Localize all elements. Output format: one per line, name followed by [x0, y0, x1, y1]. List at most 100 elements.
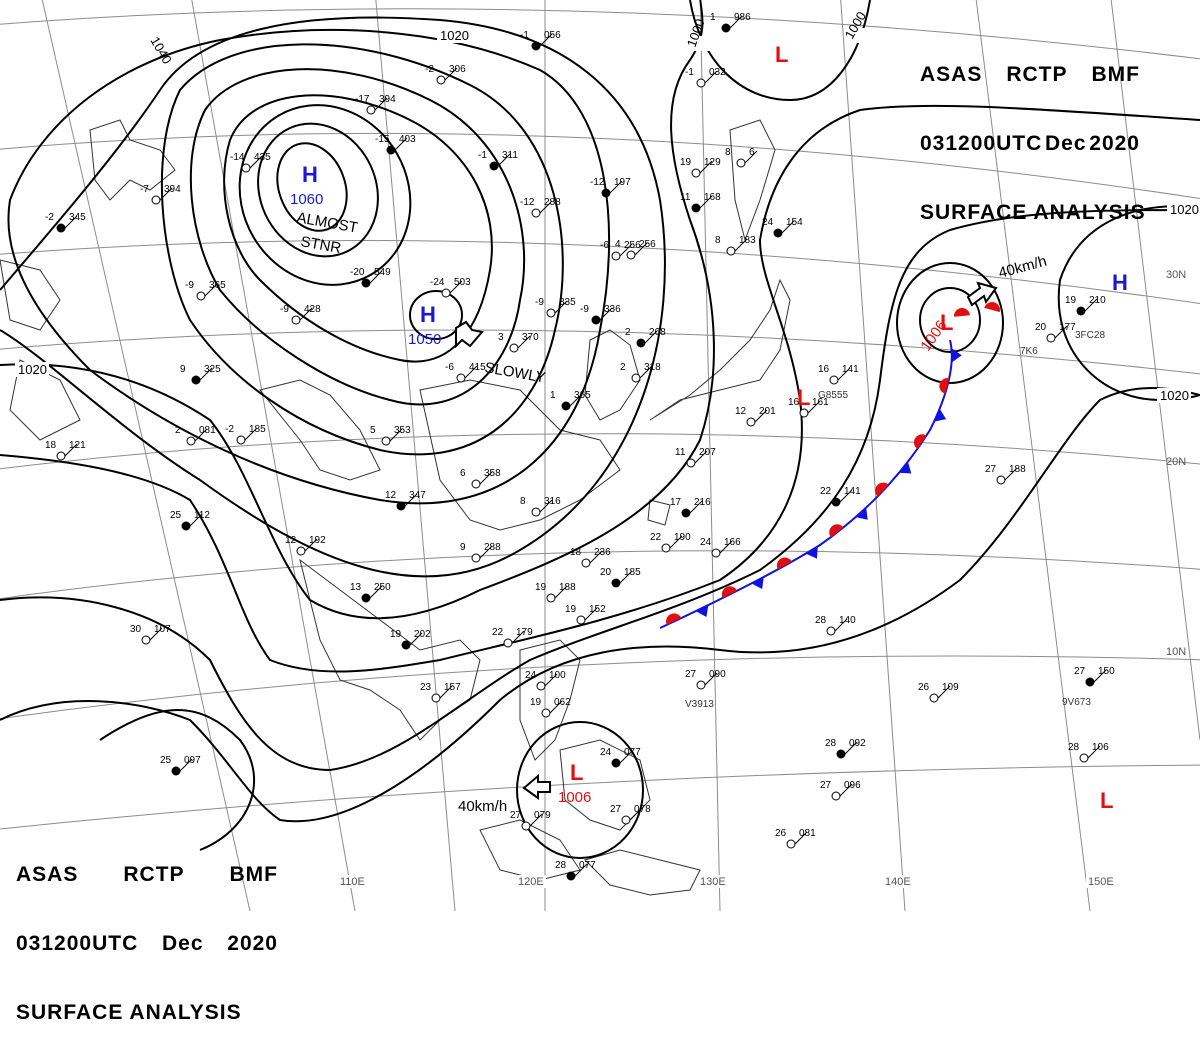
station-temperature: 4 — [615, 239, 621, 250]
station-circle — [441, 288, 451, 298]
station-pressure: 250 — [374, 582, 391, 593]
station-circle — [831, 791, 841, 801]
wind-barb — [1093, 669, 1107, 683]
wind-barb — [539, 499, 553, 513]
station-pressure: 318 — [644, 362, 661, 373]
station-temperature: 25 — [170, 510, 182, 521]
wind-barb — [304, 538, 318, 552]
cold-front-symbol — [855, 507, 868, 520]
wind-barb — [744, 150, 758, 164]
station-pressure: 106 — [1092, 742, 1109, 753]
wind-barb — [837, 367, 851, 381]
wind-barb — [189, 513, 203, 527]
station-circle — [746, 417, 756, 427]
station-circle — [431, 693, 441, 703]
station-pressure: 6 — [749, 147, 755, 158]
station-circle — [141, 635, 151, 645]
station-temperature: -9 — [280, 304, 289, 315]
station-temperature: 24 — [700, 537, 712, 548]
station-plot: 2 081 — [175, 425, 216, 446]
station-plot: 11 207 — [675, 447, 716, 468]
station-temperature: 28 — [825, 738, 837, 749]
station-pressure: 325 — [204, 364, 221, 375]
cold-front-symbol — [751, 576, 764, 590]
station-plot: 28 106 — [1068, 742, 1109, 763]
station-pressure: 201 — [759, 406, 776, 417]
station-circle — [531, 41, 541, 51]
warm-front-semicircle — [666, 613, 682, 625]
station-circle — [56, 451, 66, 461]
wind-barb — [704, 70, 718, 84]
station-plot: 27 188 — [985, 464, 1026, 485]
isobar-label-bg — [1167, 202, 1200, 217]
station-temperature: 19 — [535, 582, 547, 593]
wind-barb — [444, 67, 458, 81]
station-plot: 22 190 — [650, 532, 691, 553]
wind-barb — [389, 428, 403, 442]
wind-barb — [199, 367, 213, 381]
wind-barb — [569, 393, 583, 407]
station-pressure: 032 — [709, 67, 726, 78]
isobar-label-bg — [147, 28, 181, 43]
station-temperature: -15 — [375, 134, 390, 145]
warm-front-symbol — [829, 524, 844, 538]
wind-barb — [734, 238, 748, 252]
cold-front-triangle — [951, 348, 962, 363]
station-temperature: -12 — [520, 197, 535, 208]
isobar-label: 1020 — [1170, 202, 1199, 217]
station-pressure: 336 — [604, 304, 621, 315]
center-note: STNR — [299, 233, 342, 257]
wind-barb — [369, 585, 383, 599]
station-temperature: -6 — [600, 240, 609, 251]
station-pressure: 190 — [674, 532, 691, 543]
station-circle — [786, 839, 796, 849]
station-pressure: 370 — [522, 332, 539, 343]
station-plot: 23 157 — [420, 682, 461, 703]
warm-front-symbol — [875, 482, 889, 497]
station-plot: 3 370 — [498, 332, 539, 353]
station-circle — [509, 343, 519, 353]
station-temperature: 16 — [818, 364, 830, 375]
station-pressure: 256 — [624, 240, 641, 251]
wind-barb — [449, 280, 463, 294]
header-top-right: ASAS RCTP BMF 031200UTC Dec 2020 SURFACE ANA… — [920, 17, 1145, 247]
station-temperature: 24 — [600, 747, 612, 758]
station-temperature: -2 — [45, 212, 54, 223]
station-plot: 22 179 — [492, 627, 533, 648]
station-plot: -2 185 — [225, 424, 266, 445]
station-temperature: -9 — [535, 297, 544, 308]
valid-time: 031200UTC — [920, 132, 1043, 155]
wind-barb — [794, 831, 808, 845]
station-temperature: 2 — [175, 425, 181, 436]
station-pressure: 056 — [544, 30, 561, 41]
station-circle — [799, 408, 809, 418]
station-circle — [503, 638, 513, 648]
station-pressure: 097 — [184, 755, 201, 766]
station-pressure: 358 — [484, 468, 501, 479]
station-plot: -12 288 — [520, 197, 561, 218]
station-circle — [191, 375, 201, 385]
station-pressure: 152 — [589, 604, 606, 615]
wind-barb — [704, 672, 718, 686]
station-circle — [831, 497, 841, 507]
wind-barb — [244, 427, 258, 441]
wind-barb — [669, 535, 683, 549]
warm-front-semicircle — [776, 557, 792, 570]
station-pressure: 183 — [739, 235, 756, 246]
station-circle — [561, 401, 571, 411]
station-plot: 16 161 — [788, 397, 829, 418]
station-pressure: 157 — [444, 682, 461, 693]
wind-barb — [497, 153, 511, 167]
station-plot: -9 365 — [185, 280, 226, 301]
wind-barb — [544, 673, 558, 687]
station-temperature: -2 — [425, 64, 434, 75]
station-circle — [531, 208, 541, 218]
ship-id: 3FC28 — [1075, 330, 1105, 341]
station-pressure: 141 — [842, 364, 859, 375]
station-pressure: 428 — [304, 304, 321, 315]
station-pressure: 092 — [849, 738, 866, 749]
wind-barb — [584, 607, 598, 621]
station-pressure: 216 — [694, 497, 711, 508]
station-circle — [836, 749, 846, 759]
warm-front-symbol — [914, 434, 927, 449]
